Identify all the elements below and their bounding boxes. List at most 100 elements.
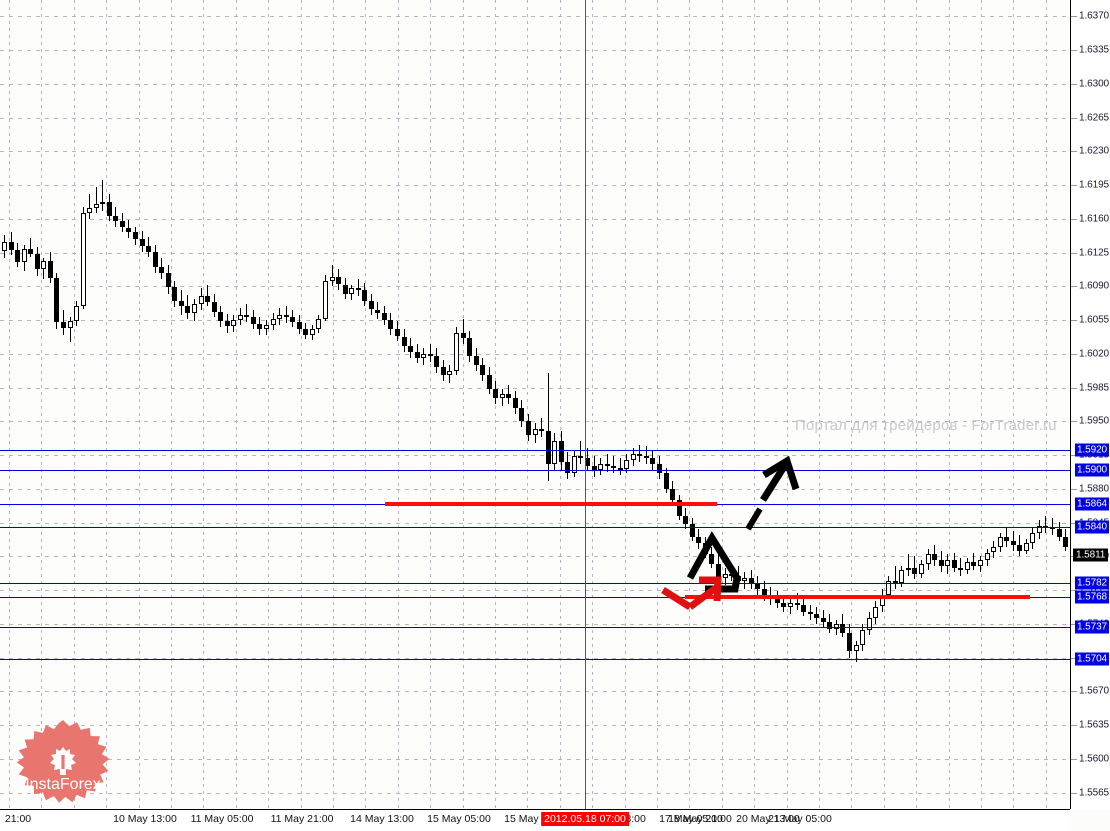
candle-body	[1023, 542, 1029, 551]
price-tick	[1071, 522, 1077, 524]
price-level-label[interactable]: 1.5782	[1075, 576, 1109, 590]
candle-body	[440, 367, 446, 376]
candle-body	[237, 315, 243, 321]
candle-body	[919, 564, 924, 574]
candle-body	[512, 398, 518, 408]
candle-body	[755, 583, 761, 590]
price-level-label[interactable]: 1.5768	[1075, 590, 1109, 604]
candle-body	[349, 288, 355, 295]
candle-body	[427, 353, 433, 356]
gridline-horizontal	[0, 117, 1070, 119]
gridline-horizontal	[0, 522, 1070, 524]
candle-body	[591, 465, 597, 471]
gridline-vertical	[268, 0, 270, 809]
price-tick	[1071, 286, 1077, 288]
gridline-vertical	[559, 0, 561, 809]
gridline-horizontal	[0, 50, 1070, 52]
price-tick-label: 1.5635	[1079, 719, 1109, 731]
candle-body	[460, 332, 466, 339]
candle-body	[846, 632, 852, 651]
gridline-vertical	[300, 0, 302, 809]
price-tick	[1071, 590, 1077, 592]
candle-body	[467, 338, 473, 356]
price-tick-label: 1.5670	[1079, 685, 1109, 697]
price-scale[interactable]: 1.6370 1.6335 1.6300 1.6265 1.6230 1.6195 1.61…	[1070, 0, 1110, 809]
gridline-vertical	[754, 0, 756, 809]
candle-body	[735, 575, 741, 582]
time-tick-label: 14 May 13:00	[350, 813, 414, 825]
price-tick	[1071, 691, 1077, 693]
price-tick	[1071, 657, 1077, 659]
candle-body	[218, 312, 224, 322]
time-tick-label: 15 May 05:00	[427, 813, 491, 825]
price-tick-label: 1.5880	[1079, 483, 1109, 495]
crosshair-vertical-line	[585, 0, 586, 809]
gridline-horizontal	[0, 691, 1070, 693]
candle-wick	[907, 554, 909, 576]
candle-body	[499, 394, 505, 399]
price-tick	[1071, 387, 1077, 389]
gridline-vertical	[333, 0, 334, 809]
candle-wick	[809, 604, 811, 620]
candle-body	[650, 458, 656, 464]
price-level-label[interactable]: 1.5840	[1075, 520, 1109, 534]
candle-body	[290, 317, 296, 322]
price-level-label[interactable]: 1.5900	[1075, 463, 1109, 477]
price-level-label[interactable]: 1.5920	[1075, 443, 1109, 457]
time-axis[interactable]: 2012.05.18 07:00 21:00 10 May 13:00 11 May…	[0, 809, 1070, 831]
candle-body	[781, 602, 787, 607]
watermark-text: Портал для трейдеров - ForTrader.ru	[795, 417, 1057, 434]
gridline-vertical	[397, 0, 399, 809]
candle-body	[873, 606, 879, 619]
candle-body	[336, 276, 342, 285]
instaforex-mark-icon	[50, 747, 76, 775]
candlestick-series	[2, 180, 1070, 663]
price-tick-label: 1.6335	[1079, 44, 1109, 56]
chart-plot-area[interactable]: Портал для трейдеров - ForTrader.ru	[0, 0, 1070, 809]
candle-body	[355, 288, 361, 291]
candle-body	[630, 454, 636, 460]
candle-body	[892, 581, 898, 584]
candle-wick	[462, 319, 464, 345]
candle-body	[60, 322, 66, 328]
candle-body	[696, 537, 702, 543]
price-level-line	[0, 658, 1070, 660]
gridline-vertical	[41, 0, 43, 809]
candle-body	[414, 351, 420, 358]
candle-body	[565, 461, 571, 474]
price-tick	[1071, 185, 1077, 187]
candle-body	[663, 473, 669, 489]
price-level-label[interactable]: 1.5864	[1075, 497, 1109, 511]
candle-body	[788, 602, 793, 607]
candle-body	[676, 500, 682, 516]
current-price-label: 1.5811	[1073, 548, 1109, 562]
price-level-label[interactable]: 1.5704	[1075, 652, 1109, 666]
candle-wick	[619, 458, 621, 476]
gridline-vertical	[9, 0, 10, 809]
gridline-vertical	[203, 0, 205, 809]
candle-body	[532, 429, 538, 435]
price-tick	[1071, 320, 1077, 322]
gridline-horizontal	[0, 320, 1070, 322]
gridline-vertical	[73, 0, 75, 809]
candle-body	[368, 300, 374, 310]
price-tick	[1071, 488, 1077, 490]
price-tick-label: 1.5565	[1079, 787, 1109, 799]
gridline-horizontal	[0, 387, 1070, 389]
candle-wick	[894, 566, 896, 590]
candle-body	[434, 355, 440, 368]
candle-body	[951, 560, 957, 568]
gridline-horizontal	[0, 556, 1070, 558]
gridline-vertical	[106, 0, 108, 809]
candle-wick	[1052, 517, 1053, 536]
candle-wick	[645, 446, 647, 464]
price-level-label[interactable]: 1.5737	[1075, 620, 1109, 634]
candle-body	[977, 560, 983, 566]
price-tick-label: 1.6265	[1079, 112, 1109, 124]
candle-body	[126, 227, 132, 233]
candle-wick	[62, 309, 64, 335]
candle-body	[709, 554, 715, 564]
candle-body	[106, 201, 112, 216]
candle-body	[309, 328, 315, 335]
gridline-vertical	[981, 0, 982, 809]
